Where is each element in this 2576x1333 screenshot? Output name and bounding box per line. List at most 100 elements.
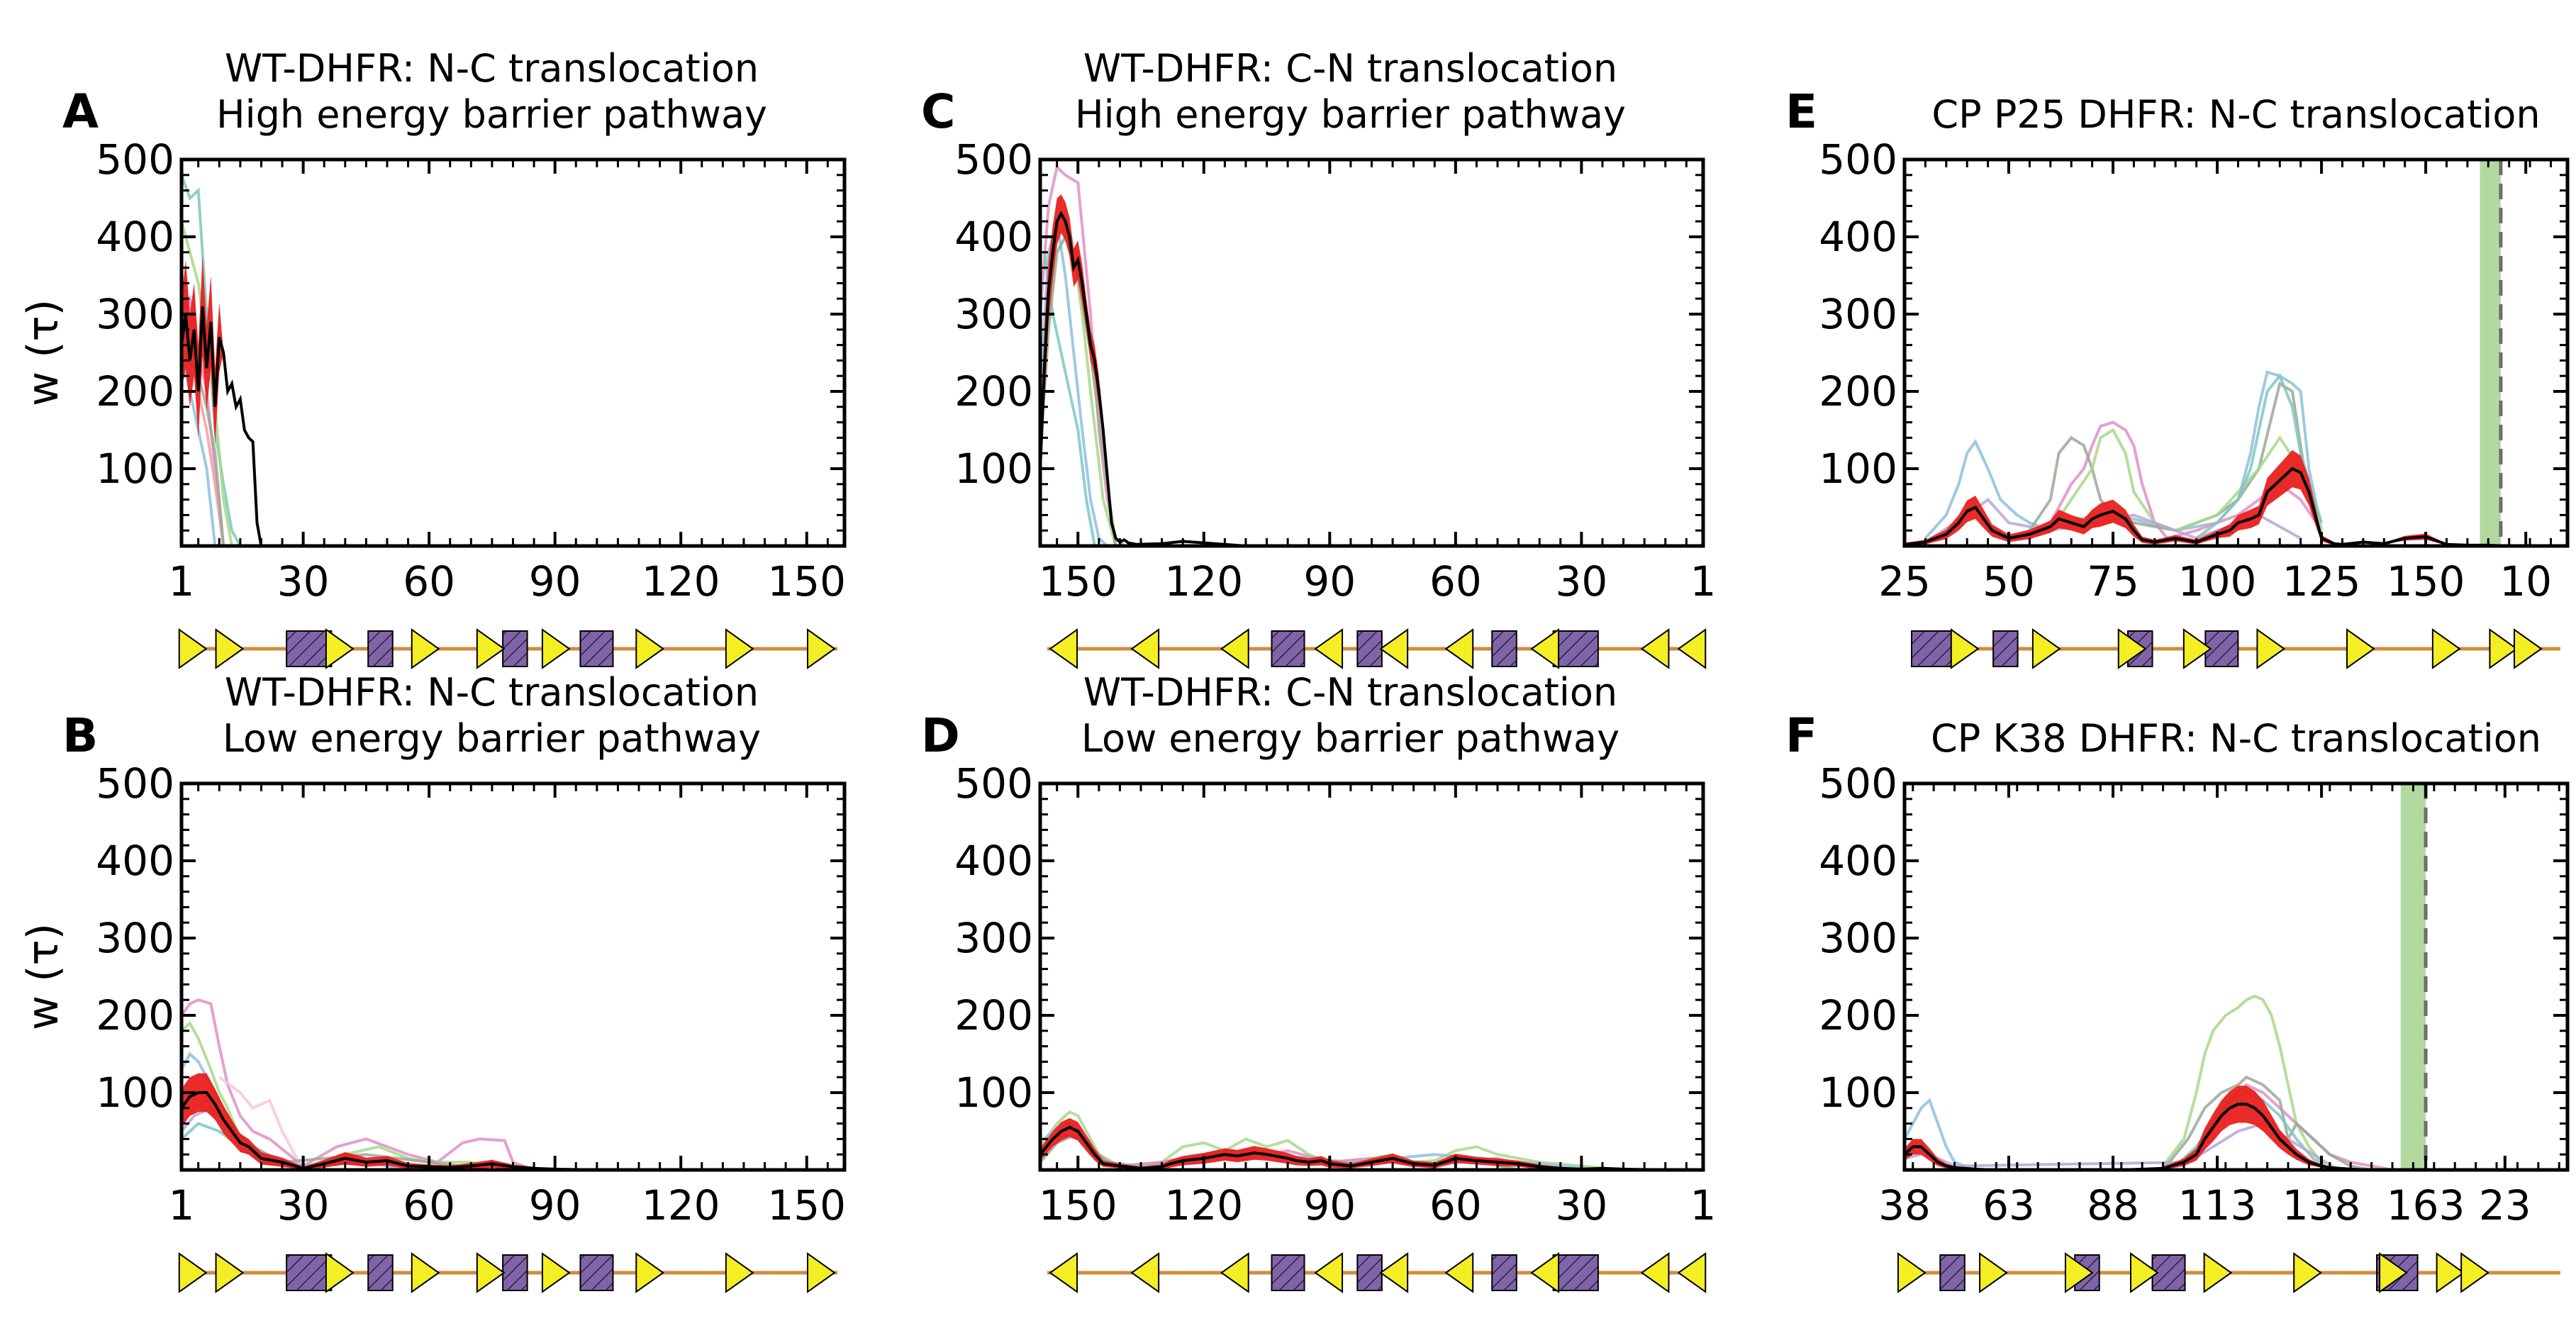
y-tick-label: 200 xyxy=(954,991,1033,1039)
ss-strand xyxy=(1049,1252,1078,1293)
panel-title-line: WT-DHFR: N-C translocation xyxy=(225,46,759,91)
ss-strand xyxy=(1444,1252,1474,1293)
y-tick-label: 100 xyxy=(954,445,1033,493)
panel-title-line: High energy barrier pathway xyxy=(216,92,767,137)
ss-strand xyxy=(2379,1252,2408,1293)
ss-strand xyxy=(411,628,440,669)
x-tick-label: 1 xyxy=(169,1181,195,1229)
ss-helix xyxy=(286,1254,333,1291)
ss-strand xyxy=(325,628,355,669)
plot-area xyxy=(1905,160,2567,546)
y-tick-label: 500 xyxy=(96,135,174,184)
y-tick-label: 100 xyxy=(96,445,174,493)
x-tick-label: 150 xyxy=(767,1181,846,1229)
x-tick-label: 90 xyxy=(529,557,581,606)
x-tick-label: 150 xyxy=(2387,557,2465,606)
plot-area xyxy=(1905,783,2567,1170)
ss-strand xyxy=(725,1252,754,1293)
secondary-structure xyxy=(1047,1252,1707,1293)
ss-strand xyxy=(1444,628,1474,669)
x-tick-label: 120 xyxy=(642,1181,720,1229)
ss-strand xyxy=(806,628,836,669)
x-tick-label: 150 xyxy=(1039,557,1117,606)
plot-area xyxy=(182,174,263,546)
ss-strand xyxy=(2182,628,2212,669)
y-tick-label: 500 xyxy=(954,759,1033,808)
x-tick-label: 120 xyxy=(1164,557,1243,606)
x-tick-label: 23 xyxy=(2479,1181,2531,1229)
plot-frame xyxy=(179,781,847,1172)
y-tick-label: 300 xyxy=(1819,290,1897,338)
panel-letter: D xyxy=(921,708,960,763)
ss-strand xyxy=(2117,628,2147,669)
ss-strand xyxy=(2130,1252,2159,1293)
ss-helix xyxy=(1491,1254,1517,1291)
ss-strand xyxy=(1049,628,1078,669)
x-tick-label: 113 xyxy=(2178,1181,2257,1229)
panel-letter: E xyxy=(1785,84,1817,139)
x-tick-label: 1 xyxy=(1690,1181,1717,1229)
x-tick-label: 1 xyxy=(1690,557,1717,606)
ss-strand xyxy=(1379,1252,1409,1293)
secondary-structure xyxy=(1897,1252,2560,1293)
ss-helix xyxy=(579,630,614,667)
linker-shade xyxy=(2400,783,2426,1170)
plot-frame xyxy=(179,157,847,548)
trajectory-line xyxy=(218,1076,305,1170)
x-tick-label: 25 xyxy=(1878,557,1931,606)
ss-strand xyxy=(2346,628,2375,669)
ss-strand xyxy=(635,1252,665,1293)
ss-helix xyxy=(367,1254,394,1291)
ss-strand xyxy=(1220,1252,1249,1293)
x-tick-label: 30 xyxy=(1555,1181,1607,1229)
mean-line xyxy=(1040,211,1703,546)
x-tick-label: 30 xyxy=(1555,557,1607,606)
ss-strand xyxy=(215,628,245,669)
x-tick-label: 88 xyxy=(2087,1181,2139,1229)
mean-error-band xyxy=(1905,450,2567,546)
y-tick-label: 500 xyxy=(1819,135,1897,184)
trajectory-line xyxy=(2195,373,2324,540)
x-tick-label: 30 xyxy=(277,557,330,606)
ss-strand xyxy=(215,1252,245,1293)
ss-strand xyxy=(411,1252,440,1293)
panel-title-line: Low energy barrier pathway xyxy=(1081,716,1619,761)
y-tick-label: 300 xyxy=(96,914,174,962)
ss-strand xyxy=(1530,628,1560,669)
ss-strand xyxy=(2256,628,2286,669)
y-tick-label: 300 xyxy=(954,914,1033,962)
x-tick-label: 30 xyxy=(277,1181,330,1229)
panel-title-line: WT-DHFR: N-C translocation xyxy=(225,670,759,715)
y-tick-label: 400 xyxy=(954,837,1033,885)
ss-strand xyxy=(1314,1252,1344,1293)
ss-helix xyxy=(1552,1254,1599,1291)
trajectory-line xyxy=(2029,420,2323,540)
plot-frame xyxy=(1038,157,1705,548)
x-tick-label: 1 xyxy=(169,557,195,606)
x-tick-label: 10 xyxy=(2499,557,2552,606)
y-tick-label: 100 xyxy=(1819,1069,1897,1117)
trajectory-line xyxy=(1040,164,1125,546)
ss-strand xyxy=(476,628,506,669)
y-tick-label: 300 xyxy=(1819,914,1897,962)
secondary-structure xyxy=(178,1252,837,1293)
x-tick-label: 60 xyxy=(403,557,455,606)
x-tick-label: 138 xyxy=(2282,1181,2361,1229)
y-tick-label: 500 xyxy=(96,759,174,808)
ss-strand xyxy=(1640,1252,1670,1293)
ss-strand xyxy=(178,628,208,669)
ss-helix xyxy=(579,1254,614,1291)
ss-strand xyxy=(1314,628,1344,669)
mean-error-band xyxy=(1040,194,1703,546)
ss-strand xyxy=(1677,628,1707,669)
y-axis-label: w (τ) xyxy=(18,923,68,1030)
mean-line xyxy=(1040,1125,1703,1170)
secondary-structure xyxy=(1911,628,2560,669)
y-tick-label: 200 xyxy=(96,991,174,1039)
ss-strand xyxy=(2489,628,2519,669)
secondary-structure xyxy=(1047,628,1707,669)
ss-strand xyxy=(2064,1252,2094,1293)
panel-letter: F xyxy=(1785,708,1817,763)
